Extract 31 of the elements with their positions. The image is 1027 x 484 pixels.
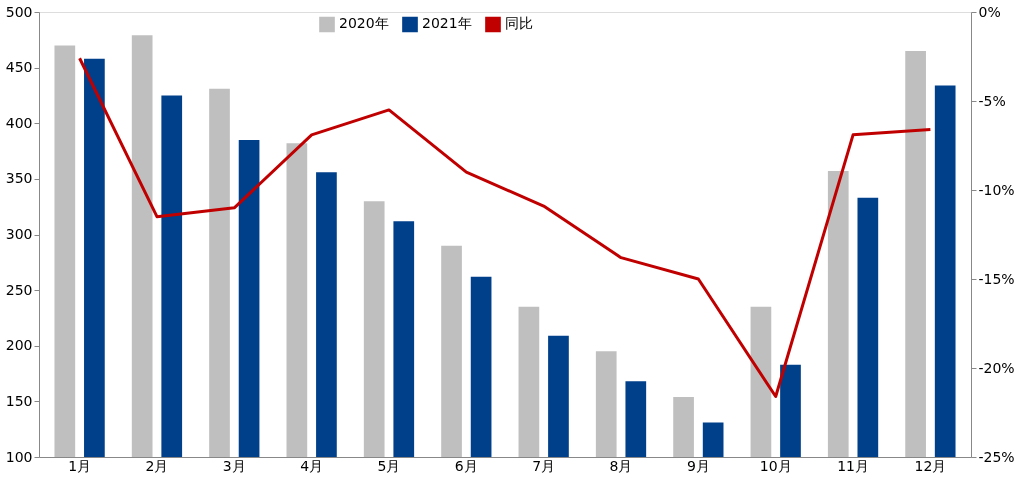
y-tick-label: 400 xyxy=(5,114,33,131)
line-series xyxy=(78,56,932,398)
y-tick-label: 250 xyxy=(5,281,33,298)
y2-tick-label: 0% xyxy=(978,3,1001,20)
y-tick-label: 300 xyxy=(5,226,33,242)
y-tick-label: 350 xyxy=(5,170,33,187)
y2-tick-label: -10% xyxy=(978,181,1015,198)
x-tick-label: 6月 xyxy=(454,457,478,474)
x-tick-label: 5月 xyxy=(377,457,401,474)
y2-tick-label: -5% xyxy=(978,92,1006,109)
legend-label: 2021年 xyxy=(422,15,472,32)
x-tick-label: 4月 xyxy=(300,457,324,474)
y-tick-label: 150 xyxy=(5,392,33,409)
y-tick-label: 200 xyxy=(5,337,33,354)
y2-tick-label: -20% xyxy=(978,359,1015,376)
y2-tick-label: -15% xyxy=(978,270,1015,287)
legend-label: 同比 xyxy=(505,15,533,32)
x-tick-label: 12月 xyxy=(914,457,947,474)
legend-label: 2020年 xyxy=(339,15,389,32)
y-tick-label: 100 xyxy=(5,448,33,465)
x-tick-label: 10月 xyxy=(759,457,792,474)
x-tick-label: 8月 xyxy=(609,457,633,474)
x-tick-label: 7月 xyxy=(532,457,556,474)
x-tick-label: 11月 xyxy=(837,457,869,474)
x-tick-label: 9月 xyxy=(686,457,710,474)
y-tick-label: 450 xyxy=(5,59,33,76)
x-tick-label: 3月 xyxy=(222,457,246,474)
x-tick-label: 2月 xyxy=(145,457,169,474)
y2-tick-label: -25% xyxy=(978,448,1015,465)
x-tick-label: 1月 xyxy=(68,457,92,474)
y-tick-label: 500 xyxy=(5,3,33,20)
